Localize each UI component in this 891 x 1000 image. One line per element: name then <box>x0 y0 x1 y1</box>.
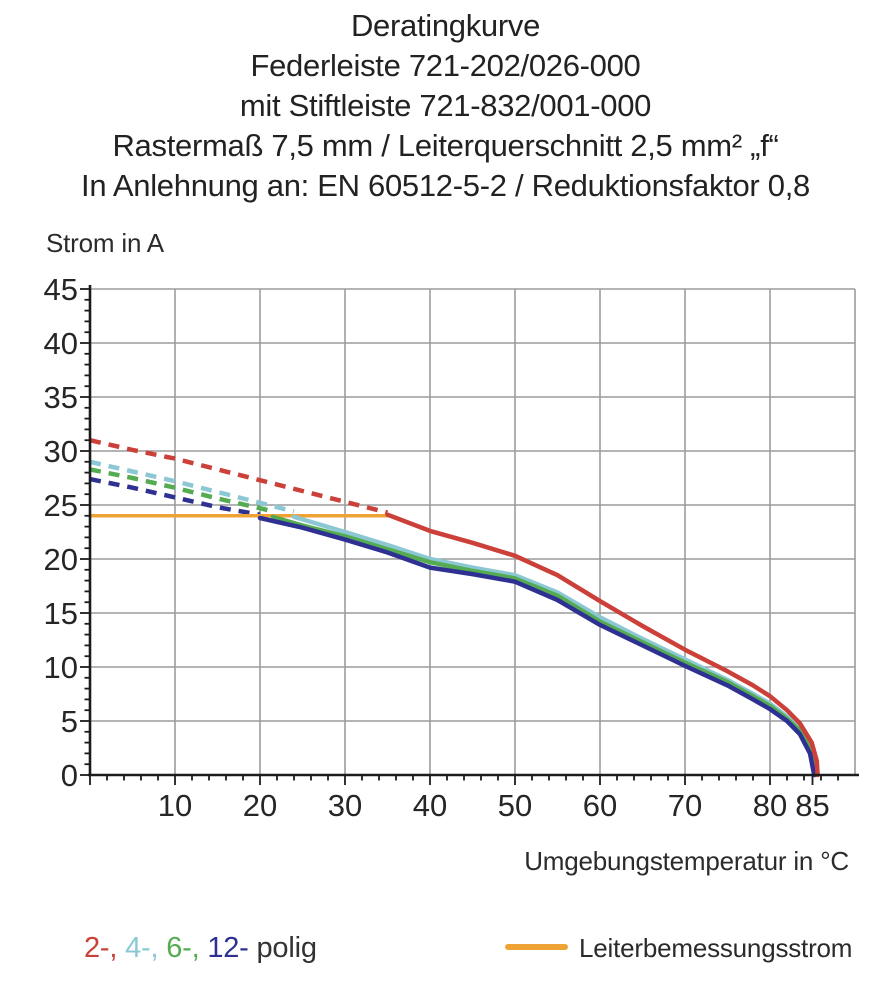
grid <box>90 288 856 775</box>
curve-4-polig-ungedrosselt <box>89 459 295 514</box>
axes <box>88 285 859 777</box>
x-tick-label: 40 <box>413 788 447 823</box>
y-tick-label: 35 <box>44 380 78 415</box>
chart-title-line: Rastermaß 7,5 mm / Leiterquerschnitt 2,5… <box>112 128 779 163</box>
chart-title: Deratingkurve Federleiste 721-202/026-00… <box>0 6 891 206</box>
legend-pole-label: 2-, <box>84 932 126 964</box>
legend-pole-label: 4-, <box>125 932 167 964</box>
y-tick-label: 0 <box>61 758 78 793</box>
tick-labels: 0 5 10 15 20 25 30 35 40 45 10 20 30 40 50 60 70 80 85 <box>44 272 830 823</box>
x-tick-label: 50 <box>498 788 532 823</box>
y-axis-title: Strom in A <box>46 228 164 258</box>
y-tick-label: 25 <box>44 488 78 523</box>
chart-legend: 2-, 4-, 6-, 12- polig Leiterbemessungsst… <box>0 0 891 964</box>
x-tick-label: 60 <box>583 788 617 823</box>
y-tick-label: 20 <box>44 542 78 577</box>
y-tick-label: 15 <box>44 596 78 631</box>
x-tick-label: 30 <box>328 788 362 823</box>
legend-poles: 2-, 4-, 6-, 12- polig <box>84 932 317 965</box>
chart-title-line: mit Stiftleiste 721-832/001-000 <box>239 88 652 123</box>
chart-title-line: Deratingkurve <box>350 8 541 43</box>
legend-pole-label: 12- <box>207 932 257 964</box>
x-tick-label: 70 <box>668 788 702 823</box>
curve-12-polig <box>257 515 817 778</box>
y-tick-label: 5 <box>61 704 78 739</box>
x-tick-label: 10 <box>158 788 192 823</box>
chart-title-line: Federleiste 721-202/026-000 <box>250 48 641 83</box>
x-tick-label: 85 <box>795 788 829 823</box>
x-axis-title: Umgebungstemperatur in °C <box>524 846 849 876</box>
curve-2-polig-ungedrosselt <box>89 438 389 515</box>
series-curves <box>88 438 820 778</box>
curve-12-polig-ungedrosselt <box>89 476 261 517</box>
y-tick-label: 45 <box>44 272 78 307</box>
y-tick-label: 30 <box>44 434 78 469</box>
y-tick-label: 40 <box>44 326 78 361</box>
curve-2-polig <box>385 512 820 778</box>
chart-title-line: In Anlehnung an: EN 60512-5-2 / Reduktio… <box>81 168 810 203</box>
legend-pole-label: 6-, <box>166 932 208 964</box>
curve-6-polig-ungedrosselt <box>89 467 274 514</box>
x-tick-label: 80 <box>753 788 787 823</box>
ticks <box>80 288 839 785</box>
rated-current-line-swatch <box>505 944 568 950</box>
curve-6-polig <box>270 514 818 778</box>
curve-4-polig <box>291 514 819 778</box>
rated-current-label: Leiterbemessungsstrom <box>579 933 853 963</box>
x-tick-label: 20 <box>243 788 277 823</box>
y-tick-label: 10 <box>44 650 78 685</box>
legend-poles-suffix: polig <box>256 932 317 964</box>
